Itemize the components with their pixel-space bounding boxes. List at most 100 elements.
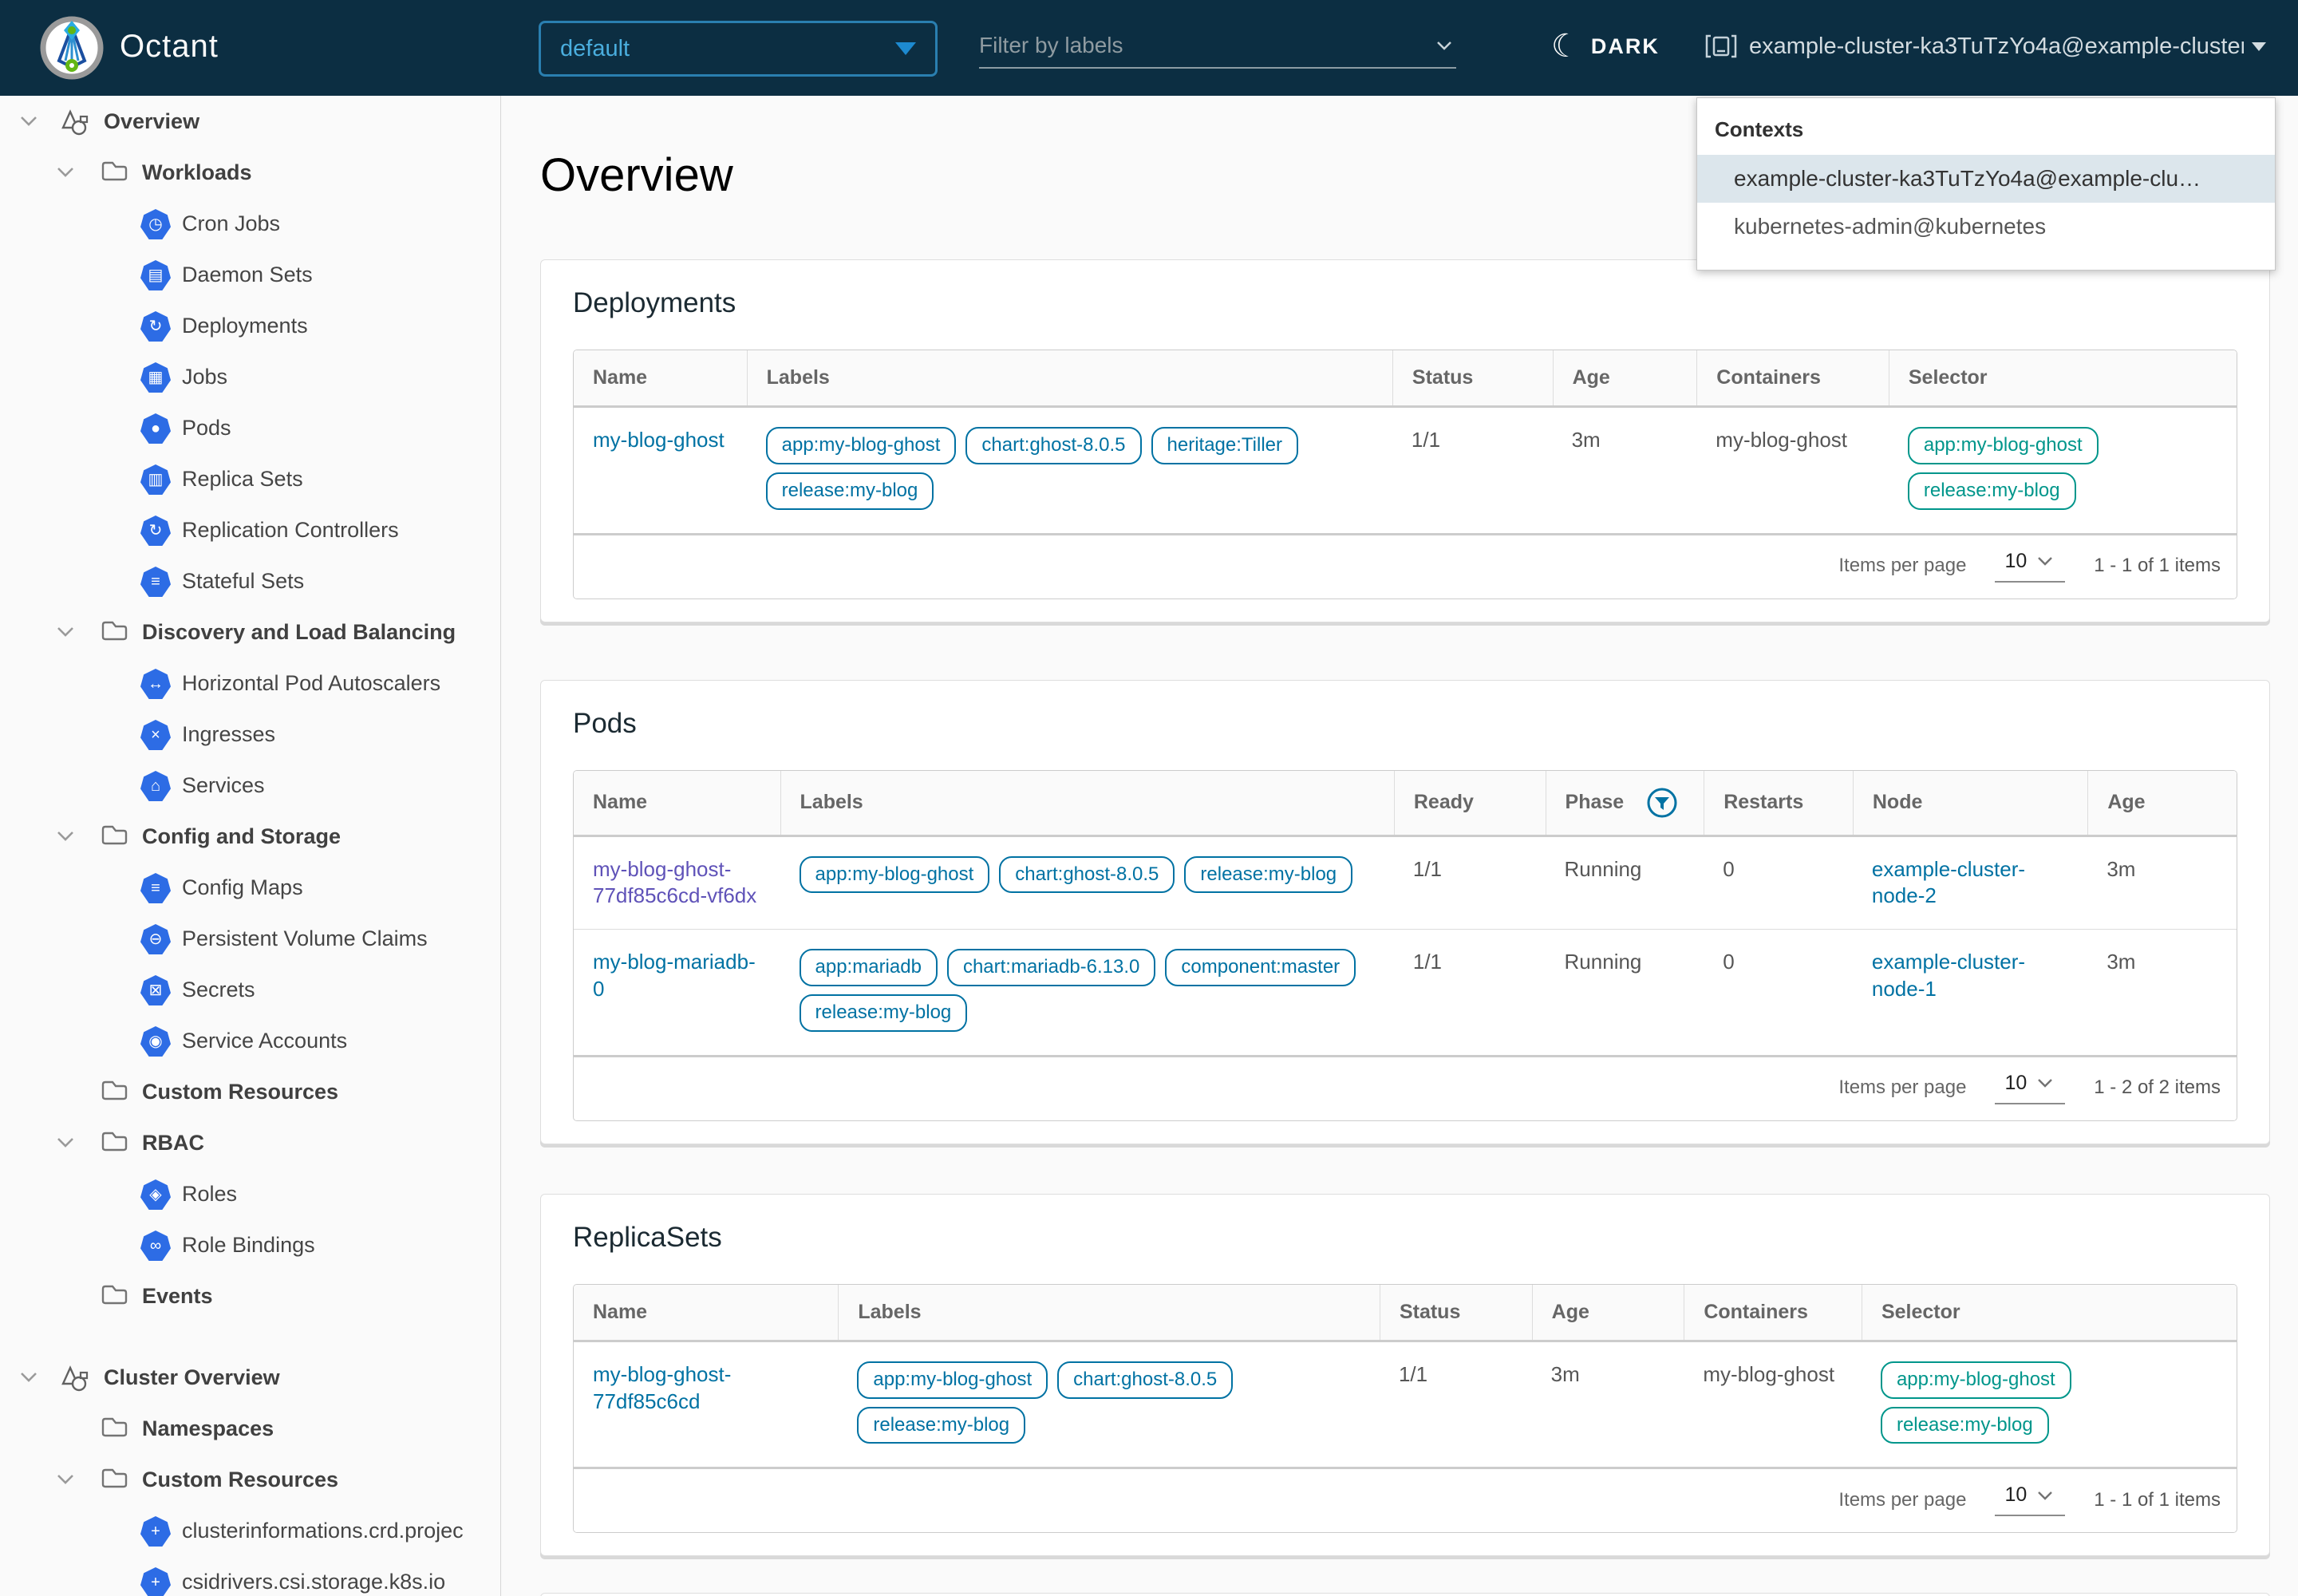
sidebar-item-deployments[interactable]: ↻ Deployments <box>0 300 500 351</box>
sidebar-item-services[interactable]: ⌂ Services <box>0 760 500 811</box>
cell-text: 3m <box>1571 428 1601 452</box>
sidebar-item-persistent-volume-claims[interactable]: ⊖ Persistent Volume Claims <box>0 913 500 964</box>
label-tag: release:my-blog <box>765 472 934 510</box>
page-size-select[interactable]: 10 <box>1995 1072 2066 1104</box>
resource-link[interactable]: example-cluster-node-1 <box>1871 950 2026 1001</box>
cell-name: my-blog-mariadb-0 <box>574 930 780 1055</box>
sidebar-item-pods[interactable]: ● Pods <box>0 402 500 453</box>
sidebar-item-config-and-storage[interactable]: Config and Storage <box>0 811 500 862</box>
sidebar-item-rbac[interactable]: RBAC <box>0 1117 500 1168</box>
chevron-down-icon <box>57 1475 73 1484</box>
sidebar-item-daemon-sets[interactable]: ▤ Daemon Sets <box>0 249 500 300</box>
sidebar-item-cron-jobs[interactable]: ◷ Cron Jobs <box>0 198 500 249</box>
label-tag-list: app:my-blog-ghost release:my-blog <box>1907 423 2217 514</box>
column-header-label: Age <box>1551 1300 1589 1323</box>
sidebar-item-secrets[interactable]: ⊠ Secrets <box>0 964 500 1015</box>
sidebar-item-replica-sets[interactable]: ▥ Replica Sets <box>0 453 500 504</box>
datagrid: Name Labels Status Age Containers Selector my-… <box>573 1283 2237 1534</box>
jobs-icon: ▦ <box>140 362 171 393</box>
column-header-name: Name <box>574 1285 838 1340</box>
sidebar-item-label: csidrivers.csi.storage.k8s.io <box>182 1569 446 1594</box>
sidebar-item-label: Custom Resources <box>142 1079 339 1104</box>
sidebar-item-events[interactable]: Events <box>0 1270 500 1321</box>
column-header-label: Status <box>1412 366 1474 389</box>
service-accounts-icon: ◉ <box>140 1026 171 1057</box>
sidebar-item-jobs[interactable]: ▦ Jobs <box>0 351 500 402</box>
sidebar-item-cluster-overview[interactable]: Cluster Overview <box>0 1352 500 1403</box>
ingresses-icon: × <box>140 720 171 750</box>
cell-text: Running <box>1564 856 1642 881</box>
resource-link[interactable]: my-blog-mariadb-0 <box>593 950 756 1001</box>
sidebar-item-namespaces[interactable]: Namespaces <box>0 1403 500 1454</box>
sidebar-item-custom-resources[interactable]: Custom Resources <box>0 1454 500 1505</box>
page-size-select[interactable]: 10 <box>1995 550 2066 583</box>
caret-down-icon <box>2252 41 2266 51</box>
dark-theme-toggle[interactable]: ☾ DARK <box>1551 24 1660 69</box>
main-content: Overview Deployments Name Labels Status Age C… <box>502 96 2298 1596</box>
sidebar-item-label: Secrets <box>182 977 255 1001</box>
sidebar-item-label: Discovery and Load Balancing <box>142 619 456 644</box>
sidebar-item-replication-controllers[interactable]: ↻ Replication Controllers <box>0 504 500 555</box>
folder-icon <box>101 1132 128 1152</box>
sidebar-item-csidrivers-csi-storage-k8s-io[interactable]: + csidrivers.csi.storage.k8s.io <box>0 1556 500 1596</box>
context-menu-item[interactable]: kubernetes-admin@kubernetes <box>1734 214 2047 239</box>
column-header-age: Age <box>1531 1284 1684 1340</box>
column-header-age: Age <box>2087 770 2237 835</box>
cell-labels: app:my-blog-ghost chart:ghost-8.0.5 herita… <box>747 408 1392 533</box>
sidebar-item-horizontal-pod-autoscalers[interactable]: ↔ Horizontal Pod Autoscalers <box>0 658 500 709</box>
page-size-select[interactable]: 10 <box>1995 1483 2066 1517</box>
folder-icon <box>101 161 128 181</box>
resource-link[interactable]: my-blog-ghost <box>593 428 725 452</box>
role-bindings-icon: ∞ <box>140 1231 171 1261</box>
context-menu-item[interactable]: example-cluster-ka3TuTzYo4a@example-clu… <box>1697 155 2275 203</box>
resource-link[interactable]: my-blog-ghost-77df85c6cd <box>593 1361 732 1413</box>
column-header-labels: Labels <box>746 350 1392 405</box>
cell-ready: 1/1 <box>1394 930 1546 1055</box>
label-tag: app:my-blog-ghost <box>1880 1361 2071 1399</box>
sidebar-item-custom-resources[interactable]: Custom Resources <box>0 1066 500 1117</box>
cell-status: 1/1 <box>1380 1342 1532 1468</box>
sidebar-item-clusterinformations-crd-projec[interactable]: + clusterinformations.crd.projec <box>0 1505 500 1556</box>
sidebar-item-roles[interactable]: ◈ Roles <box>0 1168 500 1219</box>
datagrid-header: Name Labels Ready Phase Restarts Node Age <box>574 770 2237 837</box>
cell-containers: my-blog-ghost <box>1696 408 1889 533</box>
pagination-range: 1 - 2 of 2 items <box>2094 1077 2221 1099</box>
label-tag-list: app:my-blog-ghost chart:ghost-8.0.5 herita… <box>765 423 1373 514</box>
sidebar-item-config-maps[interactable]: ≡ Config Maps <box>0 862 500 913</box>
sidebar-item-role-bindings[interactable]: ∞ Role Bindings <box>0 1219 500 1270</box>
sidebar-item-label: Stateful Sets <box>182 568 305 593</box>
label-tag-list: app:my-blog-ghost release:my-blog <box>1880 1357 2217 1448</box>
filter-by-labels-input[interactable]: Filter by labels <box>979 24 1456 69</box>
chevron-down-icon <box>2038 1079 2053 1088</box>
column-header-status: Status <box>1379 1284 1532 1340</box>
sidebar-item-label: clusterinformations.crd.projec <box>182 1518 464 1543</box>
phase-filter-icon[interactable] <box>1646 787 1678 819</box>
cell-text: 3m <box>2106 950 2136 974</box>
sidebar-item-service-accounts[interactable]: ◉ Service Accounts <box>0 1015 500 1066</box>
card-title: Pods <box>573 707 637 739</box>
column-header-name: Name <box>574 350 747 405</box>
chevron-down-icon <box>21 1373 37 1382</box>
datagrid-header: Name Labels Status Age Containers Selector <box>574 350 2237 408</box>
column-header-label: Age <box>1572 366 1610 389</box>
cell-labels: app:my-blog-ghost chart:ghost-8.0.5 releas… <box>780 837 1394 930</box>
sidebar-item-stateful-sets[interactable]: ≡ Stateful Sets <box>0 555 500 606</box>
context-selector[interactable]: example-cluster-ka3TuTzYo4a@example-clus… <box>1704 24 2266 69</box>
sidebar-item-workloads[interactable]: Workloads <box>0 147 500 198</box>
label-tag: app:mariadb <box>799 949 938 986</box>
secrets-icon: ⊠ <box>140 975 171 1005</box>
label-tag: chart:mariadb-6.13.0 <box>946 949 1156 986</box>
label-tag: release:my-blog <box>857 1406 1026 1444</box>
column-header-age: Age <box>1552 350 1697 405</box>
resource-link[interactable]: example-cluster-node-2 <box>1871 856 2026 908</box>
sidebar-item-discovery-and-load-balancing[interactable]: Discovery and Load Balancing <box>0 606 500 658</box>
resource-link[interactable]: my-blog-ghost-77df85c6cd-vf6dx <box>593 856 757 908</box>
chevron-down-icon <box>57 1138 73 1148</box>
sidebar-item-overview[interactable]: Overview <box>0 96 500 147</box>
column-header-restarts: Restarts <box>1704 770 1853 835</box>
sidebar-item-label: Config and Storage <box>142 824 341 848</box>
folder-icon <box>101 1285 128 1305</box>
namespace-select[interactable]: default <box>539 21 938 77</box>
column-header-label: Ready <box>1413 791 1474 814</box>
sidebar-item-ingresses[interactable]: × Ingresses <box>0 709 500 760</box>
